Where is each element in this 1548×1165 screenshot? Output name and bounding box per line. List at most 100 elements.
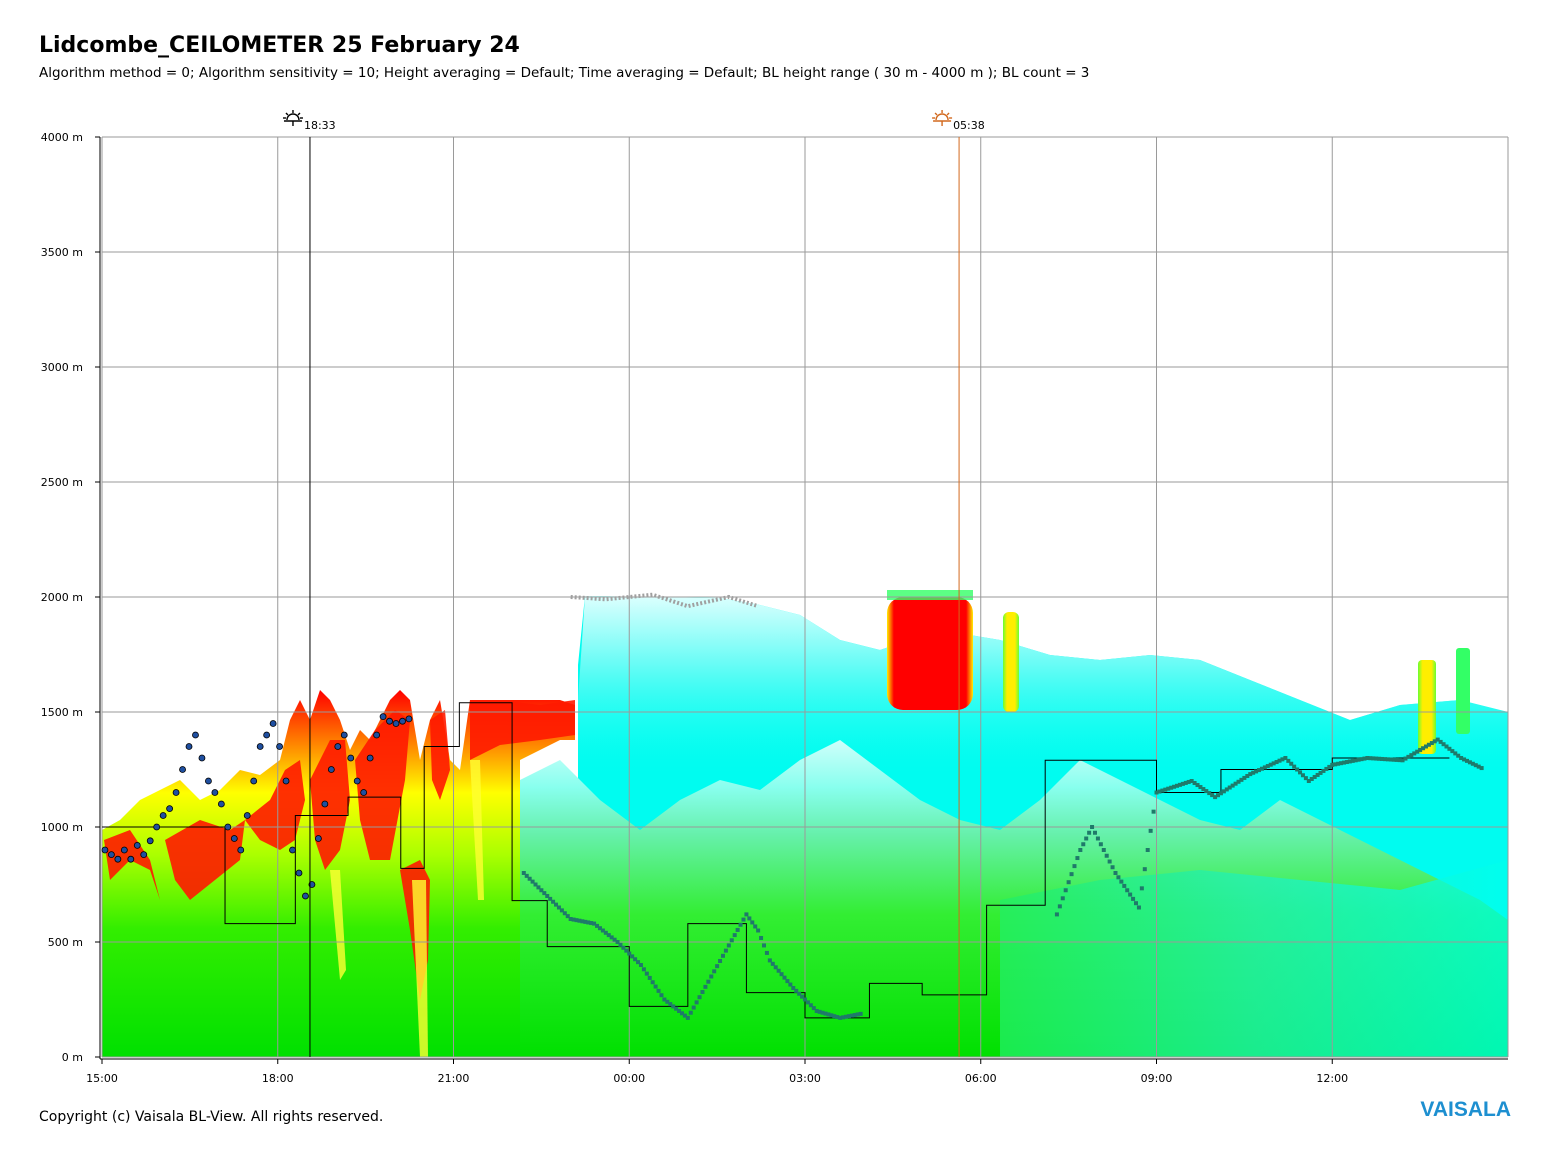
evening-bl-point (360, 789, 368, 796)
bl-height-point (1204, 789, 1209, 794)
bl-height-point (1286, 758, 1291, 763)
bl-height-point (732, 933, 737, 938)
sunrise-icon (932, 110, 953, 126)
bl-height-point (556, 905, 561, 910)
bl-height-point (1198, 785, 1203, 790)
bl-height-point (659, 993, 664, 998)
bl-height-point (1131, 896, 1136, 901)
evening-bl-point (101, 846, 109, 854)
bl-height-point (820, 1010, 825, 1015)
bl-height-point (1426, 742, 1431, 747)
bl-height-point (1265, 764, 1270, 769)
red-cloud-patch (887, 597, 973, 710)
evening-bl-point (405, 715, 413, 723)
evening-bl-point (198, 754, 206, 762)
bl-height-point (1139, 886, 1144, 891)
bl-height-point (1072, 864, 1077, 869)
bl-height-point (1084, 836, 1089, 841)
bl-height-point (1479, 766, 1484, 771)
bl-height-point (1113, 871, 1118, 875)
bl-height-point (1289, 761, 1294, 766)
bl-height-point (1218, 791, 1223, 796)
bl-height-point (1341, 760, 1346, 765)
bl-height-point (1128, 892, 1133, 897)
bl-height-point (782, 975, 787, 980)
bl-height-point (688, 1010, 693, 1015)
bl-height-point (1075, 856, 1080, 861)
bl-height-point (1078, 848, 1083, 852)
bl-height-point (761, 943, 766, 948)
bl-height-point (542, 891, 547, 896)
bl-height-point (665, 999, 670, 1004)
bl-height-point (844, 1014, 849, 1019)
bl-height-point (653, 984, 658, 989)
evening-bl-point (334, 743, 342, 750)
bl-height-point (770, 961, 775, 966)
evening-bl-point (211, 789, 219, 796)
bl-height-point (595, 923, 600, 928)
y-tick-label: 0 m (62, 1051, 83, 1064)
bl-height-point (1459, 756, 1464, 760)
bl-height-point (1180, 781, 1185, 786)
bl-height-point (1166, 786, 1171, 791)
bl-height-point (1163, 787, 1168, 792)
evening-bl-point (237, 846, 245, 854)
bl-height-point (1412, 751, 1417, 756)
bl-height-point (729, 938, 734, 943)
bl-height-point (530, 879, 535, 884)
bl-height-point (1242, 775, 1247, 780)
evening-bl-point (230, 835, 238, 842)
bl-height-point (1388, 757, 1393, 762)
bl-height-point (706, 979, 711, 984)
bl-height-point (764, 950, 769, 955)
bl-height-point (1092, 830, 1097, 835)
yellow-cloud-column-3 (1456, 648, 1470, 734)
bl-height-point (797, 991, 802, 996)
bl-height-point (1236, 779, 1241, 784)
bl-height-point (788, 982, 793, 987)
bl-height-point (1344, 760, 1349, 765)
x-tick-label: 15:00 (86, 1072, 118, 1085)
bl-height-point (773, 965, 778, 970)
bl-height-point (1069, 872, 1074, 877)
bl-height-point (829, 1013, 834, 1018)
evening-bl-points (101, 713, 413, 900)
bl-height-step-series (102, 702, 1450, 1019)
bl-height-point (826, 1012, 831, 1017)
evening-yellow-streaks (330, 760, 484, 1057)
bl-height-point (1374, 756, 1379, 761)
bl-height-point (814, 1009, 819, 1013)
bl-height-point (694, 1000, 699, 1005)
bl-height-point (1054, 912, 1059, 917)
bl-height-point (1090, 825, 1095, 829)
bl-height-point (1175, 783, 1180, 788)
right-gradient (1000, 860, 1508, 1057)
bl-height-point (1350, 758, 1355, 763)
bl-height-point (1154, 790, 1159, 795)
sunrise-time: 05:38 (953, 119, 985, 132)
bl-height-point (838, 1015, 843, 1020)
bl-height-point (1356, 757, 1361, 762)
bl-height-point (1087, 830, 1092, 835)
bl-height-point (1429, 741, 1434, 746)
bl-height-point (559, 908, 564, 913)
bl-height-point (1251, 770, 1256, 775)
bl-height-point (1400, 758, 1405, 763)
bl-height-point (612, 937, 617, 942)
bl-height-point (1391, 757, 1396, 762)
bl-height-point (741, 917, 746, 922)
bl-height-point (1462, 757, 1467, 762)
bl-height-point (1066, 880, 1071, 885)
bl-height-point (1259, 766, 1264, 771)
bl-height-point (1309, 776, 1314, 781)
bl-height-point (1063, 888, 1068, 893)
bl-height-point (1268, 762, 1273, 767)
bl-height-point (1277, 758, 1282, 763)
bl-height-point (527, 876, 532, 881)
cloud-top-line (570, 592, 759, 609)
bl-height-point (1095, 836, 1100, 841)
bl-height-point (1125, 888, 1130, 893)
bl-height-point (1371, 756, 1376, 761)
bl-height-point (832, 1014, 837, 1019)
bl-height-point (1321, 768, 1326, 773)
